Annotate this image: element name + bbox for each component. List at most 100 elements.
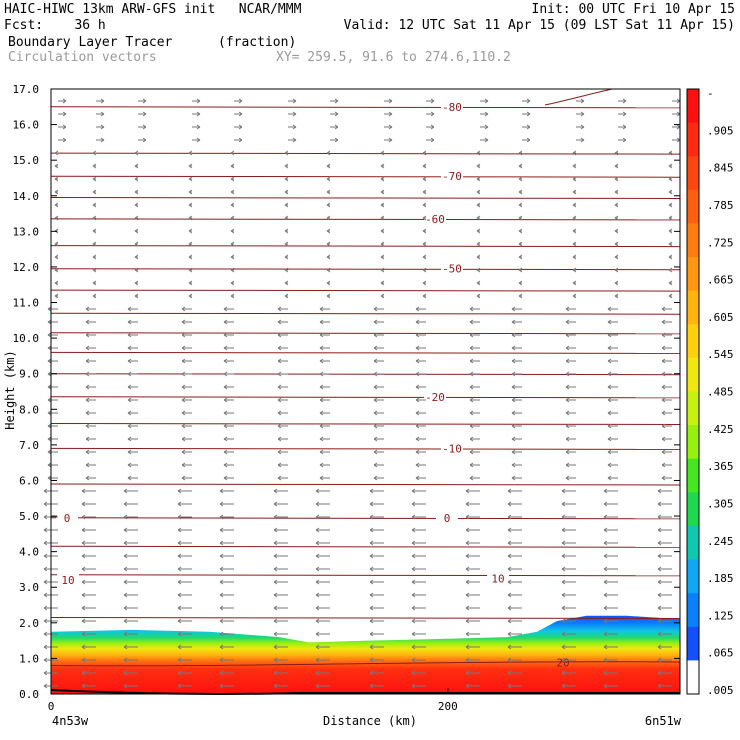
circulation-vector (561, 514, 576, 520)
circulation-vector (572, 215, 577, 221)
circulation-vector (330, 111, 339, 117)
circulation-vector (273, 527, 288, 533)
circulation-vector (127, 423, 138, 429)
circulation-vector (518, 280, 523, 286)
circulation-vector (480, 137, 489, 143)
y-tick-label: 14.0 (13, 190, 40, 203)
x-axis-end-label: 6n51w (645, 714, 682, 728)
circulation-vector (127, 384, 138, 390)
circulation-vector (127, 410, 138, 416)
circulation-vector (661, 319, 672, 325)
circulation-vector (607, 423, 618, 429)
temperature-contour-line (50, 447, 681, 450)
circulation-vector (181, 332, 192, 338)
circulation-vector (426, 124, 435, 130)
circulation-vector (561, 644, 576, 650)
circulation-vector (369, 670, 384, 676)
circulation-vector (81, 488, 96, 494)
circulation-vector (618, 137, 627, 143)
circulation-vector (657, 605, 672, 611)
circulation-vector (572, 163, 577, 169)
circulation-vector (469, 319, 480, 325)
circulation-vector (422, 215, 427, 221)
circulation-vector (47, 345, 58, 351)
circulation-vector (177, 540, 192, 546)
circulation-vector (384, 98, 393, 104)
colorbar-label: .185 (707, 572, 734, 585)
circulation-vector (134, 228, 139, 234)
circulation-vector (380, 280, 385, 286)
circulation-vector (284, 176, 289, 182)
circulation-vector (85, 410, 96, 416)
circulation-vector (177, 527, 192, 533)
circulation-vector (507, 488, 522, 494)
temperature-contour-line (50, 516, 681, 520)
circulation-vector (319, 384, 330, 390)
circulation-vector (58, 137, 67, 143)
circulation-vector (47, 462, 58, 468)
circulation-vector (518, 150, 523, 156)
circulation-vector (657, 488, 672, 494)
circulation-vector (230, 202, 235, 208)
circulation-vector (369, 514, 384, 520)
circulation-vector (518, 202, 523, 208)
circulation-vector (277, 449, 288, 455)
circulation-vector (373, 358, 384, 364)
colorbar-label: - (707, 87, 714, 100)
circulation-vector (188, 228, 193, 234)
colorbar-swatch (687, 660, 699, 695)
circulation-vector (85, 358, 96, 364)
circulation-vector (607, 319, 618, 325)
temperature-contour-line (50, 483, 681, 486)
colorbar-swatch (687, 223, 699, 258)
circulation-vector (380, 293, 385, 299)
circulation-vector (369, 618, 384, 624)
circulation-vector (668, 176, 673, 182)
circulation-vector (518, 163, 523, 169)
circulation-vector (511, 410, 522, 416)
circulation-vector (411, 488, 426, 494)
circulation-vector (177, 618, 192, 624)
circulation-vector (219, 670, 234, 676)
vector-field-name: Circulation vectors (8, 50, 157, 65)
circulation-vector (522, 137, 531, 143)
circulation-vector (422, 189, 427, 195)
y-tick-label: 9.0 (19, 368, 39, 381)
contour-label: -10 (442, 442, 462, 455)
circulation-vector (127, 358, 138, 364)
y-tick-label: 1.0 (19, 652, 39, 665)
circulation-vector (223, 410, 234, 416)
circulation-vector (92, 150, 97, 156)
temperature-contour-line (50, 331, 681, 335)
circulation-vector (330, 98, 339, 104)
circulation-vector (561, 553, 576, 559)
circulation-vector (511, 475, 522, 481)
circulation-vector (565, 397, 576, 403)
circulation-vector (230, 189, 235, 195)
circulation-vector (422, 150, 427, 156)
circulation-vector (326, 215, 331, 221)
circulation-vector (219, 683, 234, 689)
circulation-vector (315, 618, 330, 624)
circulation-vector (188, 202, 193, 208)
circulation-vector (273, 488, 288, 494)
circulation-vector (476, 176, 481, 182)
circulation-vector (469, 384, 480, 390)
circulation-vector (315, 579, 330, 585)
circulation-vector (188, 163, 193, 169)
circulation-vector (284, 267, 289, 273)
circulation-vector (177, 670, 192, 676)
circulation-vector (572, 189, 577, 195)
circulation-vector (373, 332, 384, 338)
circulation-vector (219, 514, 234, 520)
circulation-vector (85, 371, 96, 377)
circulation-vector (277, 475, 288, 481)
circulation-vector (507, 501, 522, 507)
circulation-vector (603, 618, 618, 624)
circulation-vector (657, 540, 672, 546)
circulation-vector (230, 241, 235, 247)
circulation-vector (614, 228, 619, 234)
circulation-vector (177, 631, 192, 637)
circulation-vector (422, 280, 427, 286)
circulation-vector (219, 618, 234, 624)
